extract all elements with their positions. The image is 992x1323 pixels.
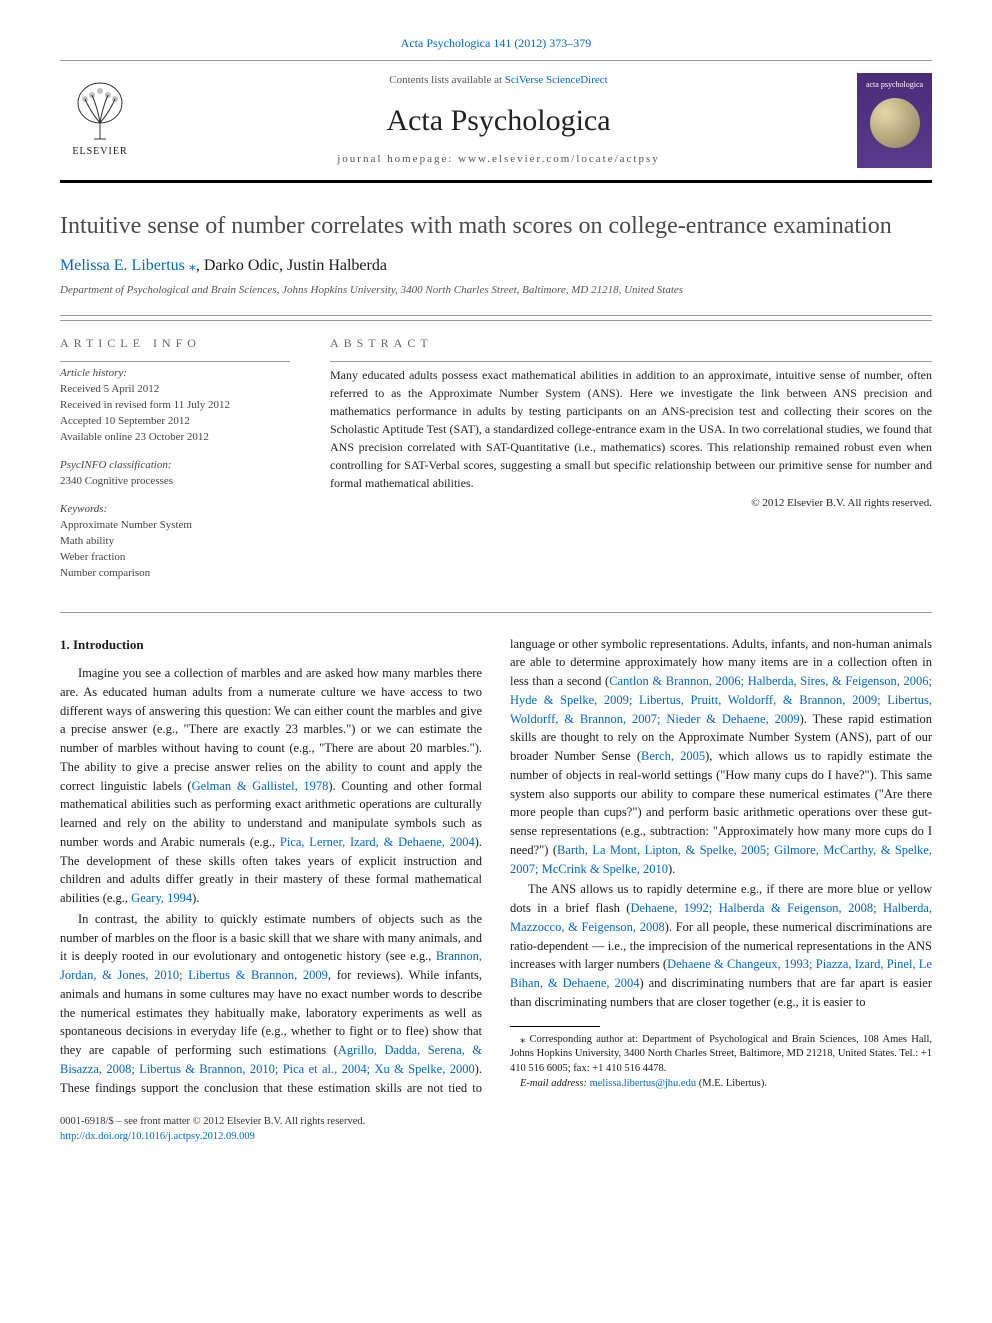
contents-line: Contents lists available at SciVerse Sci… bbox=[140, 73, 857, 88]
p3d: ), which allows us to rapidly estimate t… bbox=[510, 749, 932, 857]
p1d: ). bbox=[192, 891, 199, 905]
footnote-rule bbox=[510, 1026, 600, 1027]
abstract-col: abstract Many educated adults possess ex… bbox=[330, 335, 932, 594]
abstract-text: Many educated adults possess exact mathe… bbox=[330, 366, 932, 492]
article-history: Article history: Received 5 April 2012 R… bbox=[60, 366, 290, 446]
keyword-4: Number comparison bbox=[60, 566, 290, 582]
footnote-block: ⁎ Corresponding author at: Department of… bbox=[510, 1026, 932, 1092]
history-revised: Received in revised form 11 July 2012 bbox=[60, 398, 290, 414]
article-title: Intuitive sense of number correlates wit… bbox=[60, 211, 932, 241]
cite-barth[interactable]: Barth, La Mont, Lipton, & Spelke, 2005; … bbox=[510, 843, 932, 876]
author-2: Darko Odic bbox=[204, 257, 279, 274]
psycinfo-value: 2340 Cognitive processes bbox=[60, 474, 290, 490]
article-info-col: article info Article history: Received 5… bbox=[60, 335, 290, 594]
journal-reference: Acta Psychologica 141 (2012) 373–379 bbox=[60, 35, 932, 52]
footnote-corresponding: ⁎ Corresponding author at: Department of… bbox=[510, 1033, 932, 1077]
cite-berch[interactable]: Berch, 2005 bbox=[641, 749, 705, 763]
author-1-link[interactable]: Melissa E. Libertus bbox=[60, 257, 185, 274]
corresponding-star-icon[interactable]: ⁎ bbox=[189, 259, 196, 274]
rule-authors bbox=[60, 315, 932, 316]
history-received: Received 5 April 2012 bbox=[60, 382, 290, 398]
para-1: Imagine you see a collection of marbles … bbox=[60, 664, 482, 908]
journal-title: Acta Psychologica bbox=[140, 100, 857, 142]
doi-link[interactable]: http://dx.doi.org/10.1016/j.actpsy.2012.… bbox=[60, 1131, 255, 1142]
rule-thick bbox=[60, 180, 932, 183]
p1a: Imagine you see a collection of marbles … bbox=[60, 666, 482, 793]
psycinfo-label: PsycINFO classification: bbox=[60, 458, 290, 474]
elsevier-logo[interactable]: ELSEVIER bbox=[60, 75, 140, 165]
keywords-label: Keywords: bbox=[60, 502, 290, 518]
abstract-copyright: © 2012 Elsevier B.V. All rights reserved… bbox=[330, 496, 932, 511]
footnote-email: E-mail address: melissa.libertus@jhu.edu… bbox=[510, 1077, 932, 1092]
body-columns: 1. Introduction Imagine you see a collec… bbox=[60, 635, 932, 1098]
psycinfo-block: PsycINFO classification: 2340 Cognitive … bbox=[60, 458, 290, 490]
journal-cover-thumb[interactable]: acta psychologica bbox=[857, 73, 932, 168]
journal-homepage: journal homepage: www.elsevier.com/locat… bbox=[140, 152, 857, 167]
keywords-block: Keywords: Approximate Number System Math… bbox=[60, 502, 290, 582]
email-link[interactable]: melissa.libertus@jhu.edu bbox=[590, 1078, 697, 1089]
cite-pica[interactable]: Pica, Lerner, Izard, & Dehaene, 2004 bbox=[280, 835, 475, 849]
cite-gelman[interactable]: Gelman & Gallistel, 1978 bbox=[192, 779, 329, 793]
rule-top bbox=[60, 60, 932, 61]
cite-geary[interactable]: Geary, 1994 bbox=[131, 891, 192, 905]
bottom-meta: 0001-6918/$ – see front matter © 2012 El… bbox=[60, 1115, 932, 1144]
cover-text: acta psychologica bbox=[866, 79, 923, 90]
keyword-1: Approximate Number System bbox=[60, 518, 290, 534]
elsevier-tree-icon bbox=[70, 81, 130, 141]
journal-header: ELSEVIER Contents lists available at Sci… bbox=[60, 65, 932, 176]
author-list: Melissa E. Libertus ⁎, Darko Odic, Justi… bbox=[60, 255, 932, 277]
history-online: Available online 23 October 2012 bbox=[60, 430, 290, 446]
keyword-2: Math ability bbox=[60, 534, 290, 550]
email-label: E-mail address: bbox=[520, 1078, 590, 1089]
para-4: The ANS allows us to rapidly determine e… bbox=[510, 880, 932, 1011]
header-center: Contents lists available at SciVerse Sci… bbox=[140, 73, 857, 168]
keyword-3: Weber fraction bbox=[60, 550, 290, 566]
article-info-head: article info bbox=[60, 335, 290, 352]
cover-graphic-icon bbox=[870, 98, 920, 148]
p2a: In contrast, the ability to quickly esti… bbox=[60, 912, 482, 964]
affiliation: Department of Psychological and Brain Sc… bbox=[60, 283, 932, 298]
history-label: Article history: bbox=[60, 366, 290, 382]
contents-prefix: Contents lists available at bbox=[389, 74, 504, 86]
p3e: ). bbox=[668, 862, 675, 876]
elsevier-label: ELSEVIER bbox=[72, 145, 127, 159]
rule-info bbox=[60, 361, 290, 362]
abstract-head: abstract bbox=[330, 335, 932, 352]
history-accepted: Accepted 10 September 2012 bbox=[60, 414, 290, 430]
email-suffix: (M.E. Libertus). bbox=[696, 1078, 767, 1089]
info-abstract-row: article info Article history: Received 5… bbox=[60, 320, 932, 594]
sciencedirect-link[interactable]: SciVerse ScienceDirect bbox=[505, 74, 608, 86]
issn-line: 0001-6918/$ – see front matter © 2012 El… bbox=[60, 1115, 932, 1130]
author-3: Justin Halberda bbox=[287, 257, 387, 274]
rule-abstract bbox=[330, 361, 932, 362]
rule-mid bbox=[60, 612, 932, 613]
intro-heading: 1. Introduction bbox=[60, 635, 482, 655]
